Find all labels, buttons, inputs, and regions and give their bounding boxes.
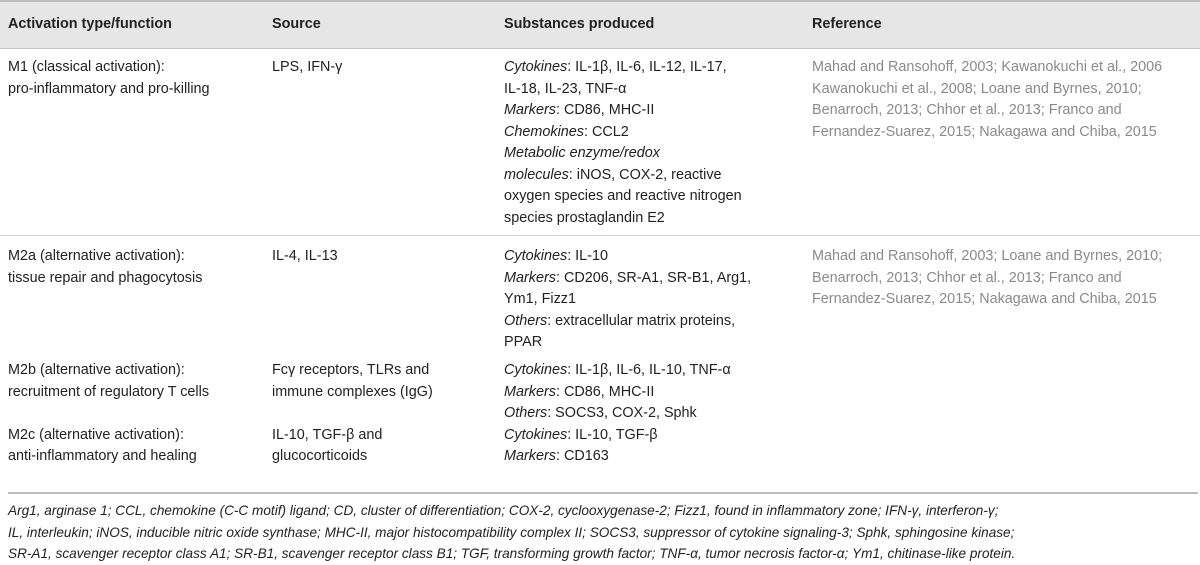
activation-type-line: M2a (alternative activation): [8,248,185,264]
source-line: IL-10, TGF-β and [272,426,383,443]
source-line: immune complexes (IgG) [272,383,433,400]
cell-substances: Cytokines: IL-10 Markers: CD206, SR-A1, S… [496,236,804,361]
cell-source: LPS, IFN-γ [264,48,496,236]
substance-category: Others [504,312,548,329]
source-line: Fcγ receptors, TLRs and [272,362,430,378]
substance-line: PPAR [504,334,543,350]
footnote-line: Arg1, arginase 1; CCL, chemokine (C-C mo… [8,503,999,518]
substance-category: Metabolic enzyme/redox [504,145,660,161]
cell-substances: Cytokines: IL-10, TGF-β Markers: CD163 [496,425,804,481]
table-row: M2c (alternative activation): anti-inflam… [0,425,1200,481]
reference-line: Mahad and Ransohoff, 2003; Loane and Byr… [812,248,1163,264]
reference-line: Benarroch, 2013; Chhor et al., 2013; Fra… [812,102,1122,118]
activation-type-line: pro-inflammatory and pro-killing [8,80,210,97]
substance-line: Cytokines: IL-1β, IL-6, IL-10, TNF-α [504,362,731,378]
cell-activation-type: M2a (alternative activation): tissue repa… [0,236,264,361]
substance-line: Metabolic enzyme/redox [504,143,804,165]
substance-line: Others: extracellular matrix proteins, [504,312,736,329]
source-line: LPS, IFN-γ [272,59,343,75]
substance-line: Cytokines: IL-10 [504,248,608,264]
substance-category: Others [504,405,548,421]
footnote-line: SR-A1, scavenger receptor class A1; SR-B… [8,546,1016,561]
substance-line: Others: SOCS3, COX-2, Sphk [504,405,697,421]
table-row: M2a (alternative activation): tissue repa… [0,236,1200,361]
cell-source: IL-4, IL-13 [264,236,496,361]
reference-line: Fernandez-Suarez, 2015; Nakagawa and Chi… [812,291,1157,307]
activation-type-line: anti-inflammatory and healing [8,448,197,464]
macrophage-activation-table: Activation type/function Source Substanc… [0,0,1200,481]
substance-line: oxygen species and reactive nitrogen [504,188,742,204]
substance-category: Cytokines [504,248,568,264]
source-line: glucocorticoids [272,448,368,464]
cell-reference [804,360,1200,425]
cell-source: Fcγ receptors, TLRs and immune complexes … [264,360,496,425]
activation-type-line: M1 (classical activation): [8,59,165,75]
substance-category: molecules [504,166,569,183]
cell-substances: Cytokines: IL-1β, IL-6, IL-10, TNF-α Mark… [496,360,804,425]
reference-line: Mahad and Ransohoff, 2003; Kawanokuchi e… [812,59,1163,75]
header-activation-type: Activation type/function [0,0,264,49]
substance-category: Cytokines [504,59,568,75]
substance-category: Markers [504,102,556,118]
header-source: Source [264,0,496,49]
activation-type-line: M2c (alternative activation): [8,426,184,443]
cell-activation-type: M2b (alternative activation): recruitment… [0,360,264,425]
substance-category: Chemokines [504,123,584,140]
table-row: M1 (classical activation): pro-inflammato… [0,48,1200,236]
substance-line: Markers: CD86, MHC-II [504,102,655,118]
cell-reference [804,425,1200,481]
substance-line: Ym1, Fizz1 [504,291,576,307]
substance-category: Markers [504,448,556,464]
reference-line: Benarroch, 2013; Chhor et al., 2013; Fra… [812,269,1122,286]
activation-type-line: recruitment of regulatory T cells [8,383,210,400]
source-line: IL-4, IL-13 [272,248,338,264]
substance-line: Markers: CD163 [504,448,609,464]
substance-category: Markers [504,269,556,286]
cell-activation-type: M1 (classical activation): pro-inflammato… [0,48,264,236]
activation-type-line: M2b (alternative activation): [8,362,185,378]
substance-line: Cytokines: IL-10, TGF-β [504,426,658,443]
cell-reference: Mahad and Ransohoff, 2003; Loane and Byr… [804,236,1200,361]
substance-line: IL-18, IL-23, TNF-α [504,80,627,97]
substance-line: Markers: CD206, SR-A1, SR-B1, Arg1, [504,269,752,286]
substance-category: Cytokines [504,426,568,443]
substance-line: Markers: CD86, MHC-II [504,383,655,400]
substance-line: molecules: iNOS, COX-2, reactive [504,166,722,183]
cell-activation-type: M2c (alternative activation): anti-inflam… [0,425,264,481]
substance-category: Cytokines [504,362,568,378]
activation-type-line: tissue repair and phagocytosis [8,269,203,286]
substance-line: species prostaglandin E2 [504,209,665,226]
substance-line: Cytokines: IL-1β, IL-6, IL-12, IL-17, [504,59,727,75]
substance-category: Markers [504,383,556,400]
header-substances: Substances produced [496,0,804,49]
table-row: M2b (alternative activation): recruitment… [0,360,1200,425]
footnote-line: IL, interleukin; iNOS, inducible nitric … [8,524,1015,540]
cell-substances: Cytokines: IL-1β, IL-6, IL-12, IL-17, IL-… [496,48,804,236]
reference-line: Fernandez-Suarez, 2015; Nakagawa and Chi… [812,123,1157,140]
header-reference: Reference [804,0,1200,49]
substance-line: Chemokines: CCL2 [504,123,629,140]
reference-line: Kawanokuchi et al., 2008; Loane and Byrn… [812,80,1142,97]
table-footnote: Arg1, arginase 1; CCL, chemokine (C-C mo… [8,492,1198,565]
cell-reference: Mahad and Ransohoff, 2003; Kawanokuchi e… [804,48,1200,236]
cell-source: IL-10, TGF-β and glucocorticoids [264,425,496,481]
header-row: Activation type/function Source Substanc… [0,0,1200,49]
